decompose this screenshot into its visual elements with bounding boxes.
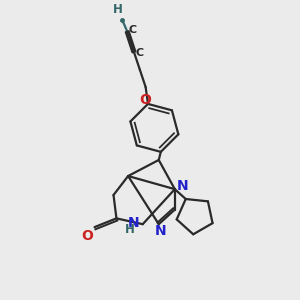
Text: H: H [124, 223, 134, 236]
Text: N: N [128, 216, 140, 230]
Text: C: C [135, 49, 143, 58]
Text: N: N [154, 224, 166, 238]
Text: H: H [113, 3, 123, 16]
Text: O: O [140, 93, 152, 107]
Text: N: N [177, 179, 189, 193]
Text: O: O [81, 229, 93, 243]
Text: C: C [128, 25, 136, 35]
